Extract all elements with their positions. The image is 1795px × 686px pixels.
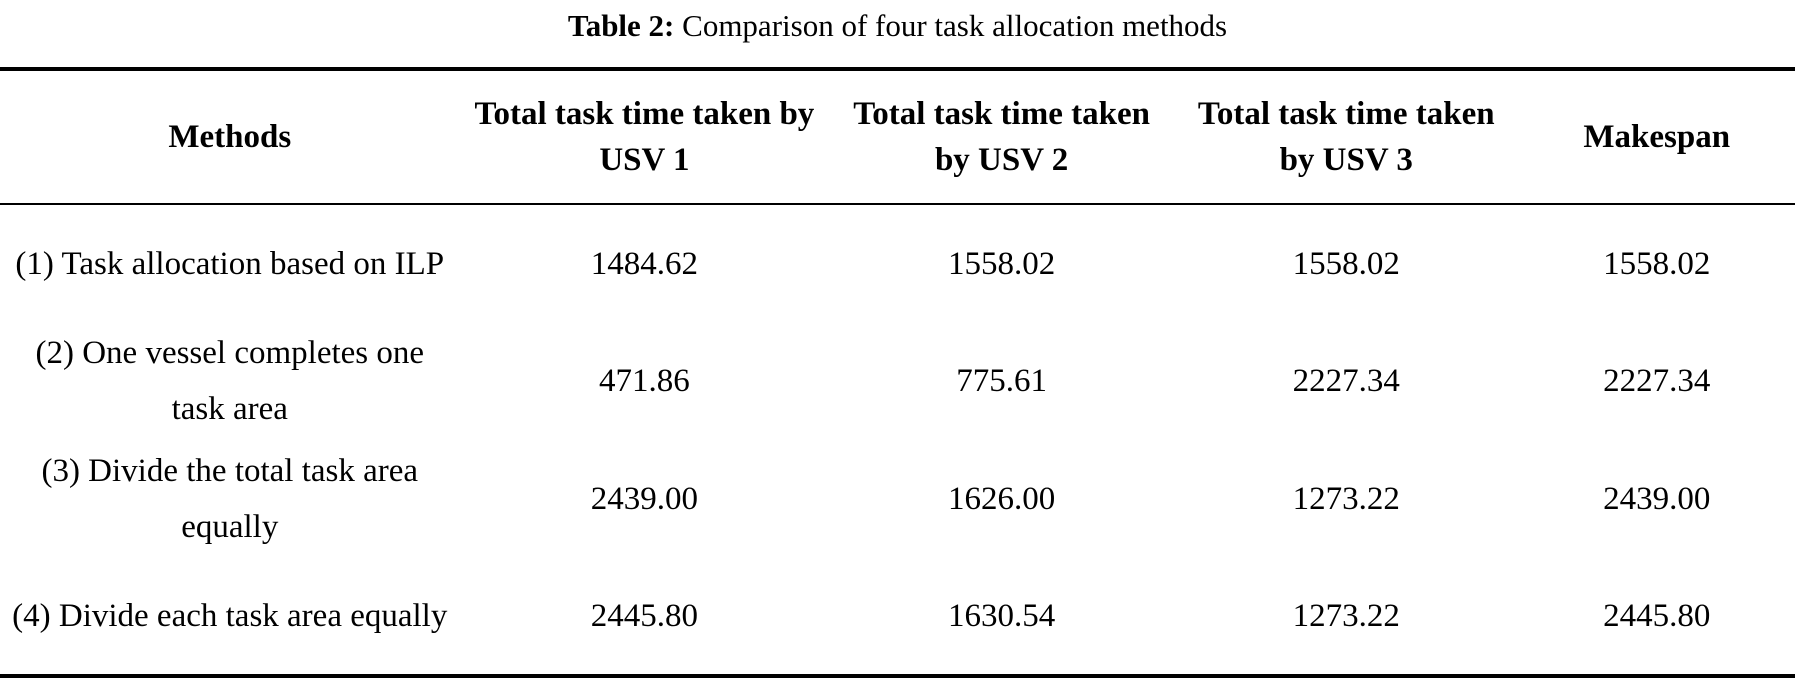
table-row: (3) Divide the total task area equally 2… xyxy=(0,440,1795,558)
table-body: (1) Task allocation based on ILP 1484.62… xyxy=(0,204,1795,676)
value-cell: 775.61 xyxy=(956,363,1047,399)
method-cell: (3) Divide the total task area equally xyxy=(41,453,419,545)
header-row: Methods Total task time taken by USV 1 T… xyxy=(0,69,1795,204)
value-cell: 1630.54 xyxy=(947,598,1056,634)
method-cell: (4) Divide each task area equally xyxy=(12,598,448,634)
value-cell: 1558.02 xyxy=(1292,245,1400,282)
value-cell: 2445.80 xyxy=(1603,598,1711,634)
table-caption-label: Table 2: xyxy=(567,8,675,43)
value-cell: 2227.34 xyxy=(1292,363,1400,399)
value-cell: 471.86 xyxy=(599,363,690,399)
value-cell: 2439.00 xyxy=(1603,481,1711,517)
value-cell: 1626.00 xyxy=(947,481,1056,517)
table-row: (4) Divide each task area equally 2445.8… xyxy=(0,558,1795,676)
table-caption-text: Comparison of four task allocation metho… xyxy=(682,8,1228,43)
value-cell: 1484.62 xyxy=(590,245,699,282)
col-header-usv2: Total task time taken by USV 2 xyxy=(853,96,1150,178)
value-cell: 2227.34 xyxy=(1603,363,1711,399)
table-caption: Table 2: Comparison of four task allocat… xyxy=(0,0,1795,48)
value-cell: 2445.80 xyxy=(590,598,699,634)
value-cell: 1273.22 xyxy=(1292,598,1400,634)
col-header-usv1: Total task time taken by USV 1 xyxy=(474,96,815,178)
table-row: (2) One vessel completes one task area 4… xyxy=(0,322,1795,440)
table-row: (1) Task allocation based on ILP 1484.62… xyxy=(0,204,1795,322)
table-header: Methods Total task time taken by USV 1 T… xyxy=(0,69,1795,204)
col-header-makespan: Makespan xyxy=(1583,119,1731,155)
value-cell: 1558.02 xyxy=(1603,245,1711,282)
method-cell: (1) Task allocation based on ILP xyxy=(15,245,445,282)
value-cell: 1558.02 xyxy=(947,245,1056,282)
method-cell: (2) One vessel completes one task area xyxy=(35,335,425,427)
value-cell: 1273.22 xyxy=(1292,481,1400,517)
value-cell: 2439.00 xyxy=(590,481,699,517)
col-header-methods: Methods xyxy=(168,119,292,155)
comparison-table: Methods Total task time taken by USV 1 T… xyxy=(0,67,1795,678)
col-header-usv3: Total task time taken by USV 3 xyxy=(1197,96,1495,178)
